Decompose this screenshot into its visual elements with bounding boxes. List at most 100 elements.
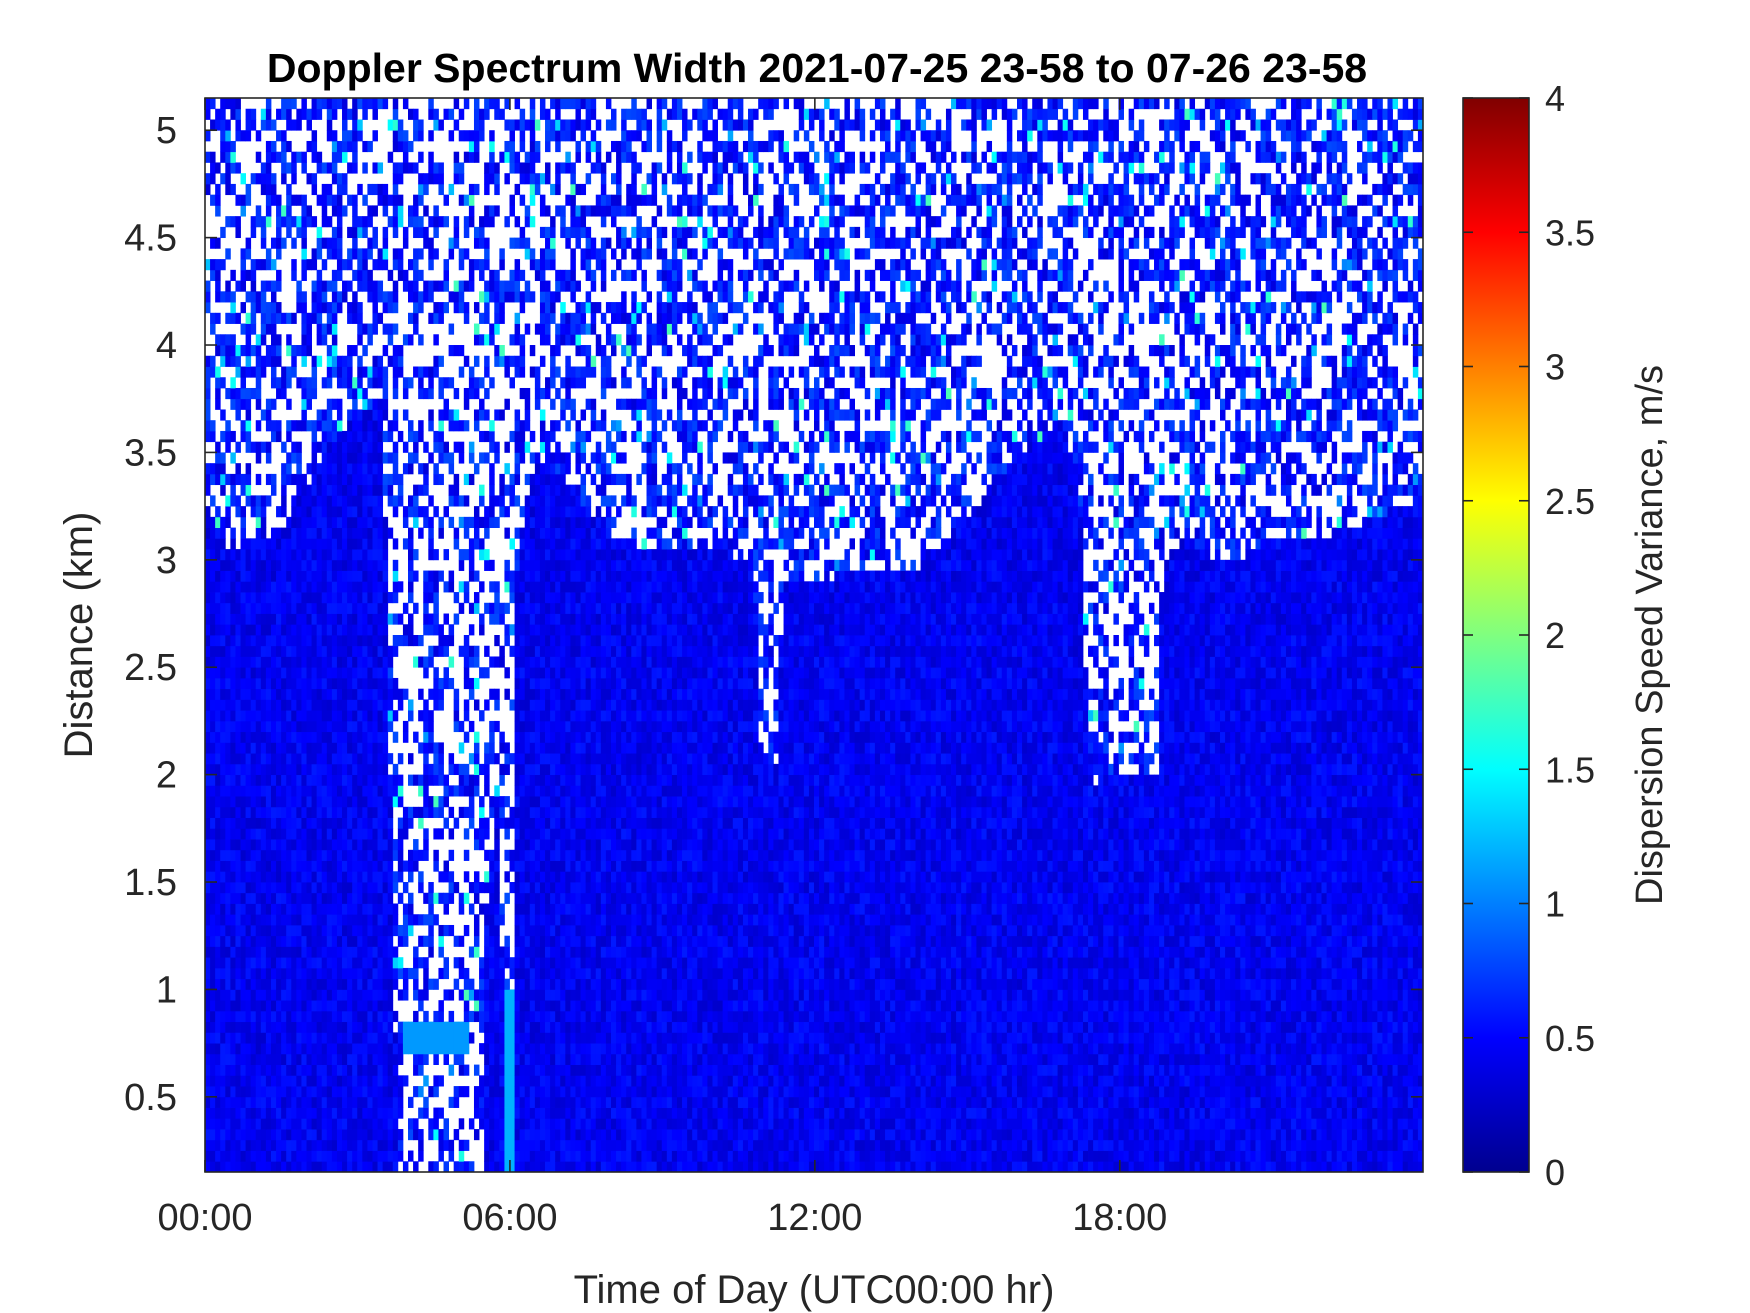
heatmap-cell	[296, 924, 302, 937]
heatmap-cell	[347, 430, 353, 443]
heatmap-cell	[326, 108, 333, 120]
heatmap-cell	[316, 549, 323, 561]
heatmap-cell	[245, 237, 252, 249]
heatmap-cell	[270, 1032, 277, 1044]
heatmap-cell	[448, 892, 455, 904]
heatmap-cell	[458, 516, 465, 528]
heatmap-cell	[377, 463, 384, 475]
heatmap-cell	[514, 1032, 521, 1044]
heatmap-cell	[230, 914, 236, 926]
heatmap-cell	[539, 495, 546, 507]
heatmap-cell	[484, 871, 490, 883]
heatmap-cell	[382, 345, 389, 357]
heatmap-cell	[331, 549, 338, 561]
heatmap-cell	[509, 280, 515, 292]
heatmap-cell	[255, 516, 262, 528]
heatmap-cell	[519, 753, 526, 765]
heatmap-cell	[281, 130, 287, 142]
heatmap-cell	[514, 549, 521, 561]
heatmap-cell	[453, 699, 460, 711]
heatmap-cell	[448, 323, 455, 335]
heatmap-cell	[367, 366, 373, 378]
heatmap-cell	[281, 549, 287, 561]
heatmap-cell	[347, 1139, 353, 1151]
heatmap-cell	[372, 323, 378, 335]
heatmap-cell	[463, 677, 470, 690]
heatmap-cell	[550, 527, 556, 539]
heatmap-cell	[494, 302, 500, 314]
heatmap-cell	[286, 1129, 292, 1141]
heatmap-cell	[438, 763, 444, 776]
heatmap-cell	[286, 463, 292, 475]
heatmap-cell	[331, 226, 338, 239]
heatmap-cell	[529, 796, 536, 808]
heatmap-cell	[301, 871, 307, 883]
heatmap-cell	[265, 194, 272, 206]
heatmap-cell	[326, 882, 333, 894]
heatmap-cell	[316, 1139, 323, 1151]
heatmap-cell	[225, 946, 231, 958]
heatmap-cell	[479, 484, 485, 496]
heatmap-cell	[428, 892, 434, 904]
heatmap-cell	[296, 345, 302, 357]
heatmap-cell	[423, 1032, 429, 1044]
heatmap-cell	[479, 1086, 485, 1098]
heatmap-cell	[286, 967, 292, 980]
heatmap-cell	[519, 849, 526, 861]
heatmap-cell	[331, 1000, 338, 1012]
heatmap-cell	[301, 978, 307, 990]
heatmap-cell	[468, 516, 475, 528]
heatmap-cell	[519, 796, 526, 808]
heatmap-cell	[357, 1075, 363, 1087]
heatmap-cell	[489, 1107, 495, 1119]
heatmap-cell	[372, 495, 378, 507]
heatmap-cell	[382, 205, 389, 217]
heatmap-cell	[367, 452, 373, 464]
heatmap-cell	[205, 1064, 211, 1076]
heatmap-cell	[240, 667, 247, 679]
heatmap-cell	[408, 259, 414, 271]
heatmap-cell	[301, 753, 307, 765]
heatmap-cell	[235, 914, 241, 926]
heatmap-cell	[367, 677, 373, 690]
heatmap-cell	[519, 527, 526, 539]
heatmap-cell	[245, 355, 252, 367]
heatmap-cell	[336, 892, 343, 904]
heatmap-cell	[205, 1086, 211, 1098]
heatmap-cell	[382, 1000, 389, 1012]
heatmap-cell	[372, 667, 378, 679]
heatmap-cell	[331, 785, 338, 797]
heatmap-cell	[250, 387, 257, 400]
heatmap-cell	[301, 248, 307, 260]
heatmap-cell	[372, 731, 378, 743]
heatmap-cell	[438, 387, 444, 400]
heatmap-cell	[235, 1043, 241, 1055]
heatmap-cell	[265, 839, 272, 851]
heatmap-cell	[210, 699, 216, 711]
heatmap-cell	[347, 967, 353, 980]
heatmap-cell	[291, 1010, 297, 1023]
heatmap-cell	[357, 839, 363, 851]
heatmap-cell	[463, 226, 470, 239]
heatmap-cell	[276, 1043, 282, 1055]
heatmap-cell	[539, 914, 546, 926]
heatmap-cell	[336, 420, 343, 432]
heatmap-cell	[545, 549, 551, 561]
heatmap-cell	[331, 1129, 338, 1141]
heatmap-cell	[235, 624, 241, 636]
heatmap-cell	[357, 420, 363, 432]
heatmap-cell	[311, 602, 318, 614]
heatmap-cell	[418, 1086, 424, 1098]
heatmap-cell	[418, 226, 424, 239]
heatmap-cell	[484, 742, 490, 754]
heatmap-cell	[255, 1010, 262, 1023]
heatmap-cell	[321, 1032, 328, 1044]
heatmap-cell	[392, 688, 399, 700]
heatmap-cell	[260, 312, 267, 324]
heatmap-cell	[260, 1150, 267, 1162]
heatmap-cell	[301, 549, 307, 561]
heatmap-cell	[352, 946, 358, 958]
heatmap-cell	[270, 796, 277, 808]
heatmap-cell	[276, 978, 282, 990]
heatmap-cell	[220, 108, 226, 120]
